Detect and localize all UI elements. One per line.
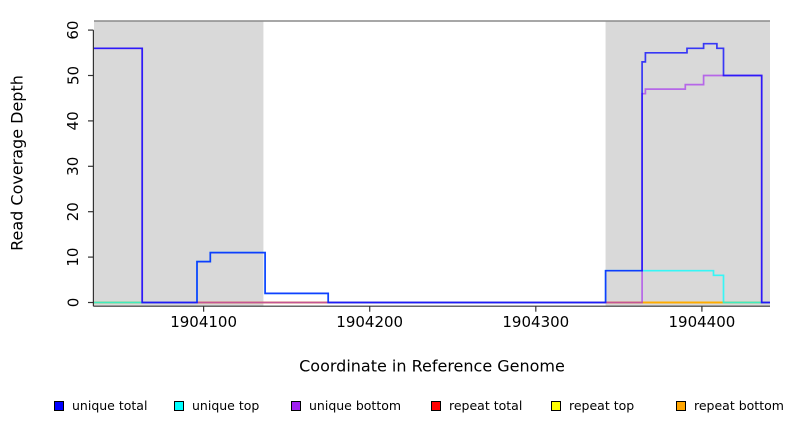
legend-label: unique top [192,398,260,413]
y-tick-label: 30 [64,157,82,176]
legend-item-unique-top: unique top [174,399,259,413]
legend-label: repeat top [569,398,635,413]
legend-swatch-repeat-bottom [676,401,686,411]
x-tick-label: 1904100 [170,313,237,331]
legend-item-unique-total: unique total [54,399,147,413]
legend-swatch-repeat-top [551,401,561,411]
legend-label: unique total [72,398,148,413]
legend-swatch-unique-total [54,401,64,411]
legend-label: repeat bottom [694,398,784,413]
legend-item-unique-bottom: unique bottom [291,399,401,413]
legend-item-repeat-top: repeat top [551,399,634,413]
x-tick-label: 1904200 [336,313,403,331]
legend-label: repeat total [449,398,523,413]
y-tick-label: 0 [64,298,82,308]
y-tick-label: 20 [64,202,82,221]
legend-swatch-unique-top [174,401,184,411]
y-tick-label: 40 [64,111,82,130]
y-tick-label: 10 [64,248,82,267]
y-tick-label: 50 [64,66,82,85]
x-tick-label: 1904300 [502,313,569,331]
legend-item-repeat-total: repeat total [431,399,522,413]
shaded-repeat-region [94,21,264,307]
shaded-repeat-region [605,21,770,307]
y-axis-title: Read Coverage Depth [7,75,27,251]
legend-label: unique bottom [309,398,402,413]
legend-swatch-unique-bottom [291,401,301,411]
y-tick-label: 60 [64,21,82,40]
x-axis-title: Coordinate in Reference Genome [299,356,565,376]
x-tick-label: 1904400 [668,313,735,331]
series-line-unique-total [94,42,770,304]
legend-swatch-repeat-total [431,401,441,411]
legend-item-repeat-bottom: repeat bottom [676,399,784,413]
